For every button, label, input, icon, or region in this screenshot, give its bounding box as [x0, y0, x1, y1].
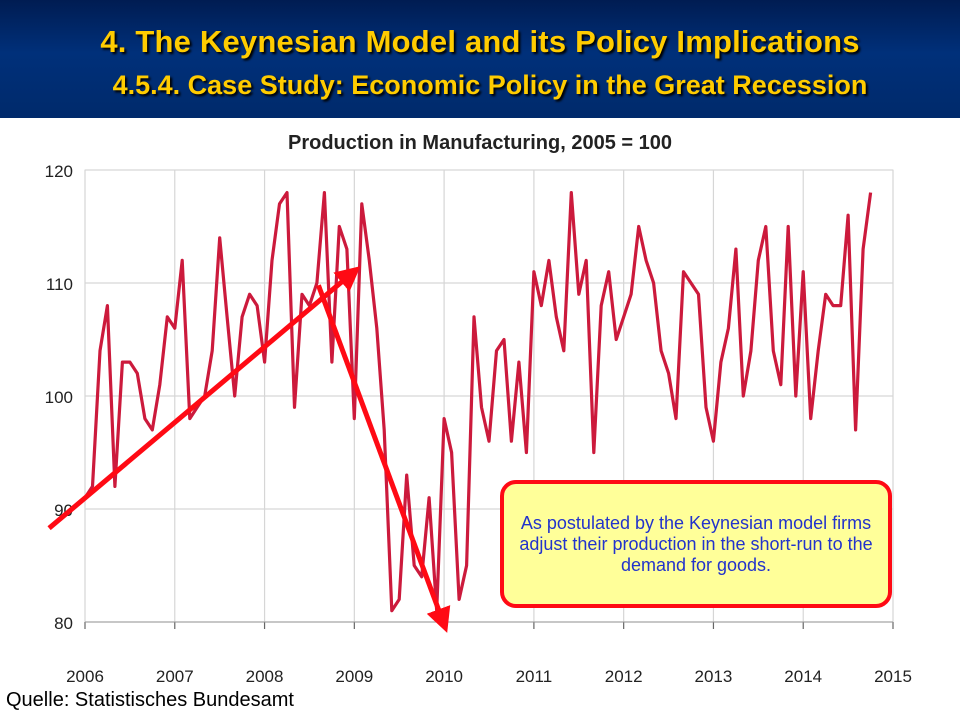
slide-subtitle: 4.5.4. Case Study: Economic Policy in th… [112, 70, 868, 100]
x-tick-label: 2007 [156, 667, 194, 686]
annotation-text: As postulated by the Keynesian model fir… [519, 512, 873, 575]
annotation-box: As postulated by the Keynesian model fir… [500, 480, 892, 608]
series-line [83, 191, 873, 613]
x-tick-label: 2014 [784, 667, 822, 686]
x-tick-label: 2006 [66, 667, 104, 686]
chart-title: Production in Manufacturing, 2005 = 100 [288, 132, 672, 154]
x-tick-label: 2015 [874, 667, 912, 686]
y-tick-label: 100 [45, 388, 73, 407]
slide-header: 4. The Keynesian Model and its Policy Im… [0, 0, 960, 118]
y-tick-label: 110 [46, 275, 73, 294]
arrow-layer [47, 266, 451, 633]
y-tick-label: 80 [54, 614, 73, 633]
upswing-arrow [47, 266, 361, 531]
source-note: Quelle: Statistisches Bundesamt [6, 689, 294, 711]
x-tick-label: 2011 [516, 667, 553, 686]
series-layer [83, 191, 873, 613]
x-tick-label: 2012 [605, 667, 643, 686]
x-tick-label: 2013 [695, 667, 733, 686]
slide-title: 4. The Keynesian Model and its Policy Im… [100, 24, 860, 59]
x-tick-label: 2010 [425, 667, 463, 686]
downswing-arrow [316, 284, 451, 633]
y-tick-label: 120 [45, 162, 73, 181]
x-tick-label: 2008 [246, 667, 284, 686]
x-tick-label: 2009 [335, 667, 373, 686]
